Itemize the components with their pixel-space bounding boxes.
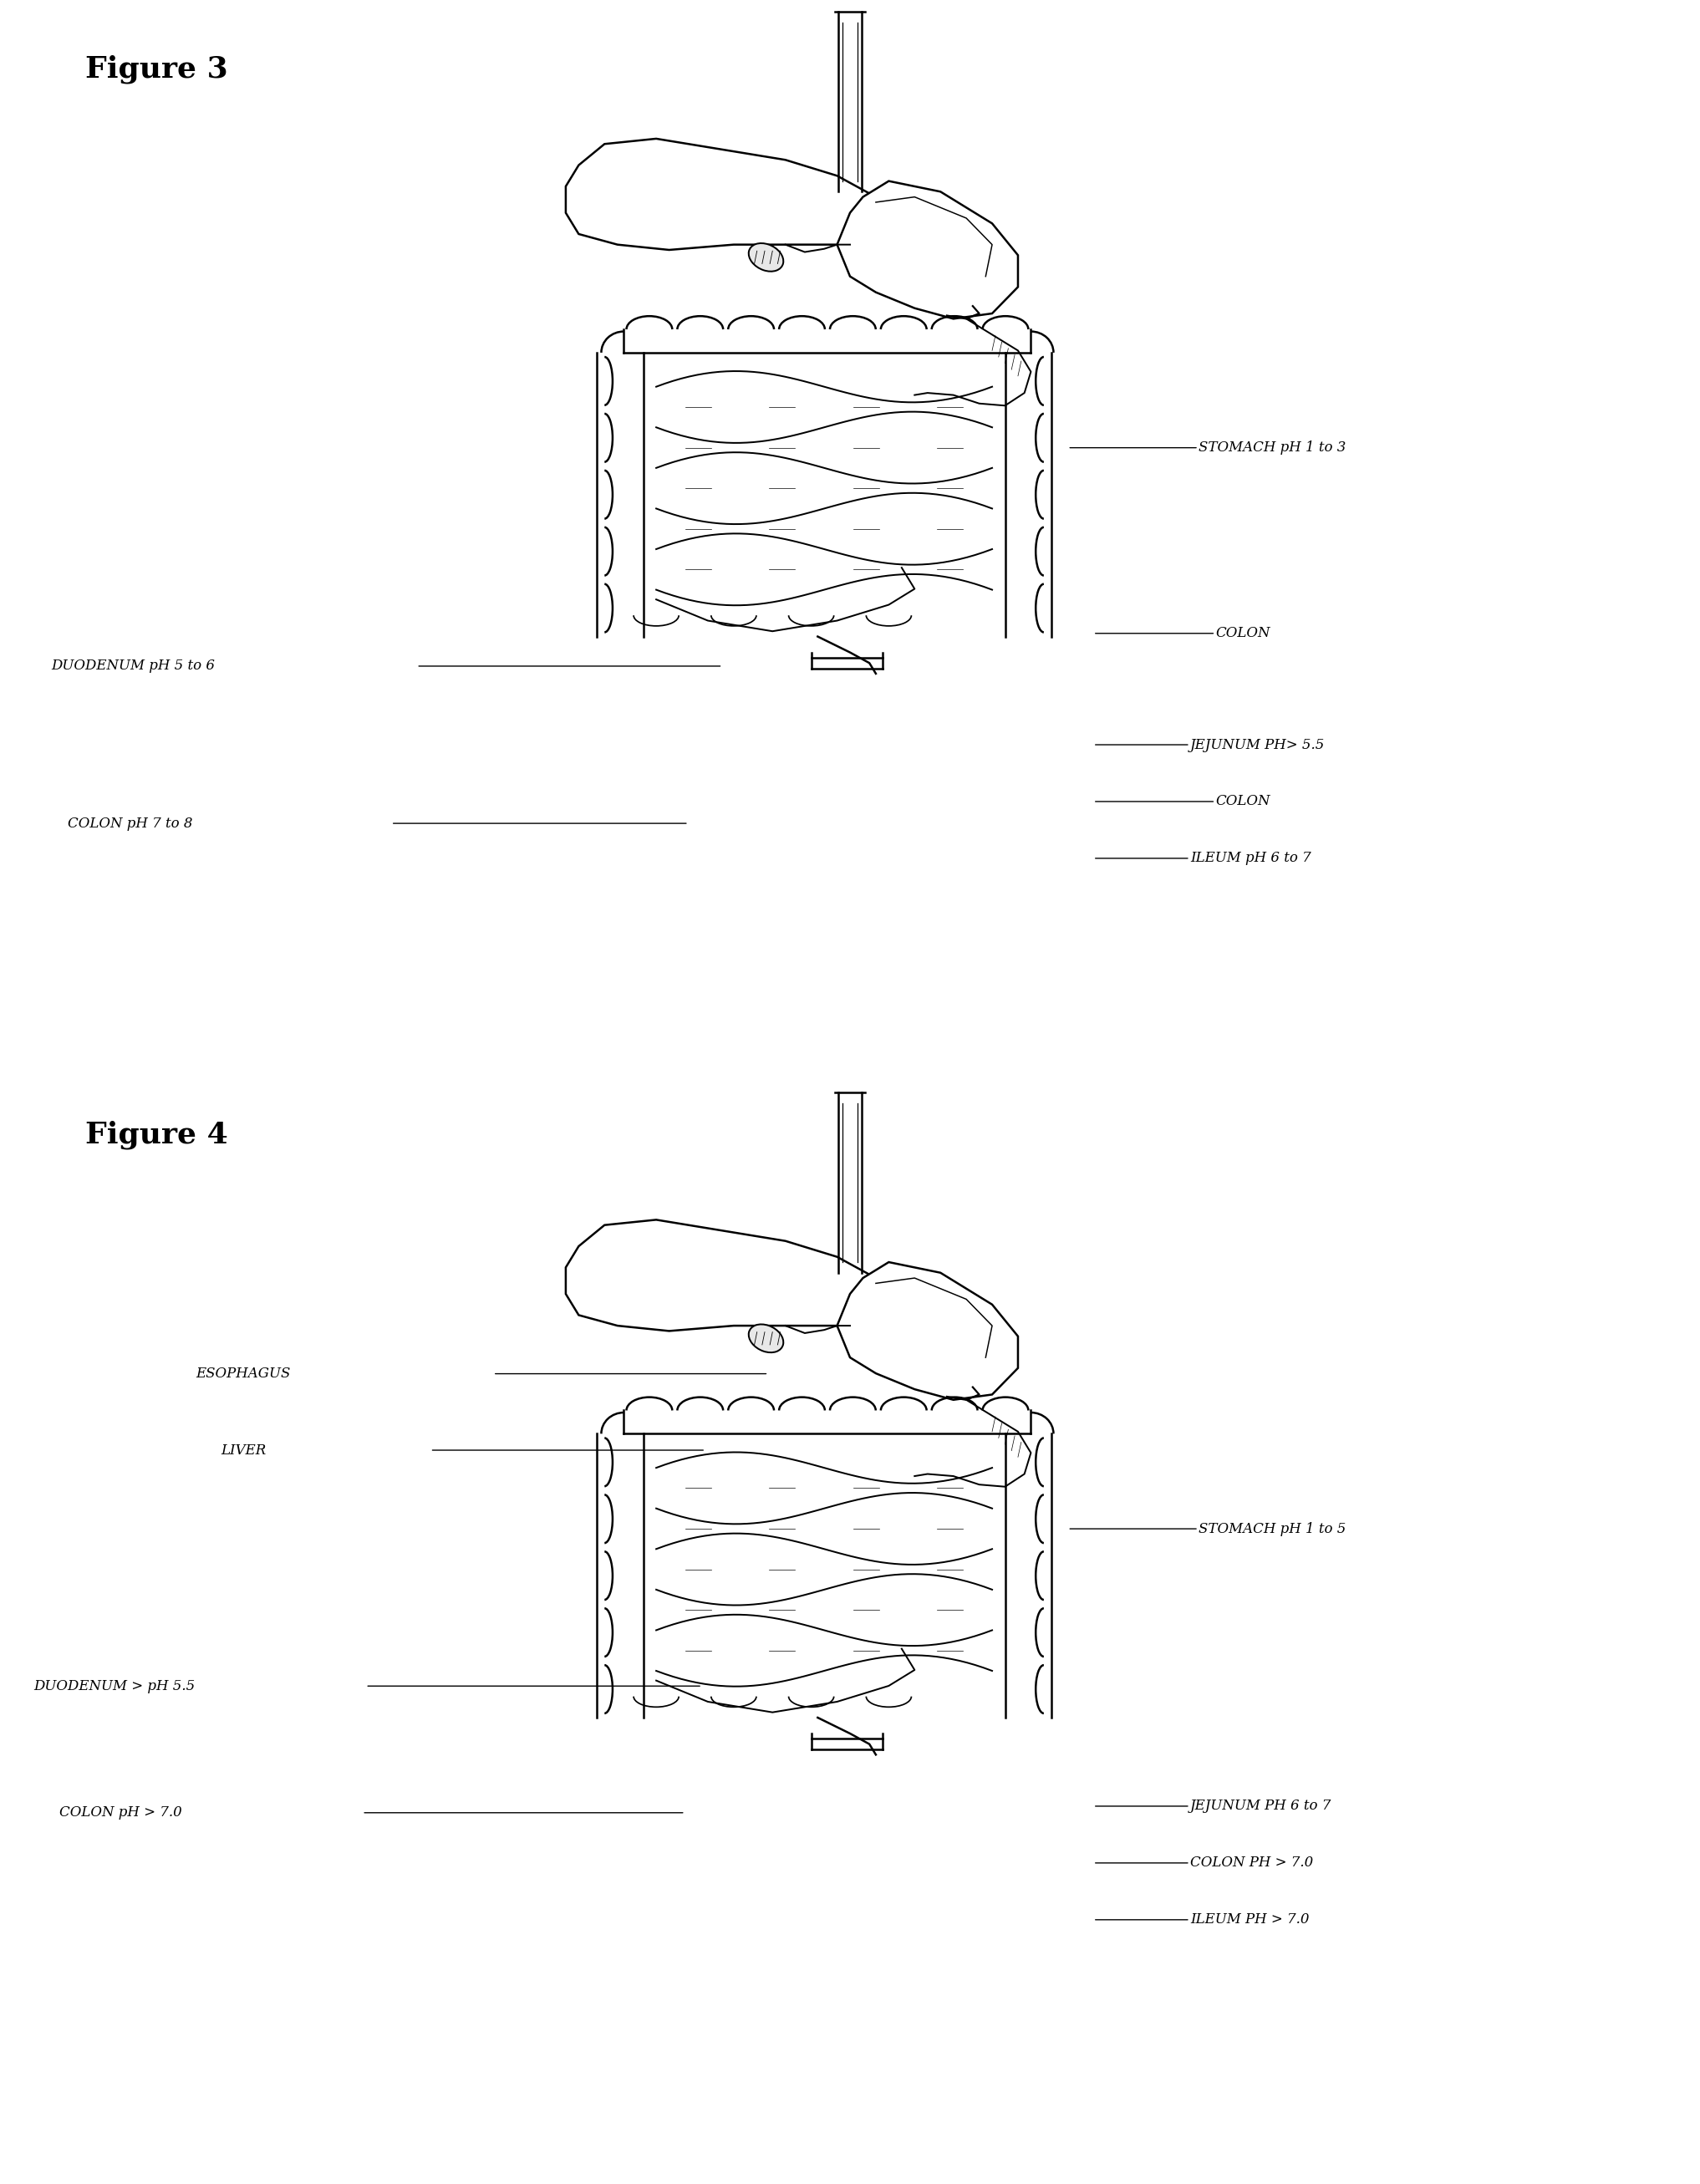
- Text: ILEUM PH > 7.0: ILEUM PH > 7.0: [1190, 1913, 1309, 1926]
- Polygon shape: [836, 181, 1018, 319]
- Ellipse shape: [748, 242, 784, 271]
- Text: JEJUNUM PH> 5.5: JEJUNUM PH> 5.5: [1190, 738, 1324, 751]
- Text: COLON: COLON: [1216, 627, 1270, 640]
- Text: COLON: COLON: [1216, 795, 1270, 808]
- Text: COLON pH > 7.0: COLON pH > 7.0: [60, 1806, 182, 1819]
- Polygon shape: [566, 138, 889, 249]
- Text: COLON pH 7 to 8: COLON pH 7 to 8: [68, 817, 194, 830]
- Text: DUODENUM > pH 5.5: DUODENUM > pH 5.5: [34, 1679, 196, 1693]
- Text: ILEUM pH 6 to 7: ILEUM pH 6 to 7: [1190, 852, 1311, 865]
- Polygon shape: [836, 1262, 1018, 1400]
- Text: LIVER: LIVER: [221, 1444, 267, 1457]
- Ellipse shape: [748, 1324, 784, 1352]
- Text: JEJUNUM PH 6 to 7: JEJUNUM PH 6 to 7: [1190, 1800, 1331, 1813]
- Text: DUODENUM pH 5 to 6: DUODENUM pH 5 to 6: [51, 660, 214, 673]
- Text: ESOPHAGUS: ESOPHAGUS: [196, 1367, 291, 1380]
- Text: Figure 3: Figure 3: [85, 55, 228, 83]
- Text: Figure 4: Figure 4: [85, 1120, 228, 1149]
- Text: STOMACH pH 1 to 5: STOMACH pH 1 to 5: [1198, 1522, 1346, 1535]
- Polygon shape: [566, 1219, 889, 1330]
- Text: STOMACH pH 1 to 3: STOMACH pH 1 to 3: [1198, 441, 1346, 454]
- Text: COLON PH > 7.0: COLON PH > 7.0: [1190, 1856, 1312, 1870]
